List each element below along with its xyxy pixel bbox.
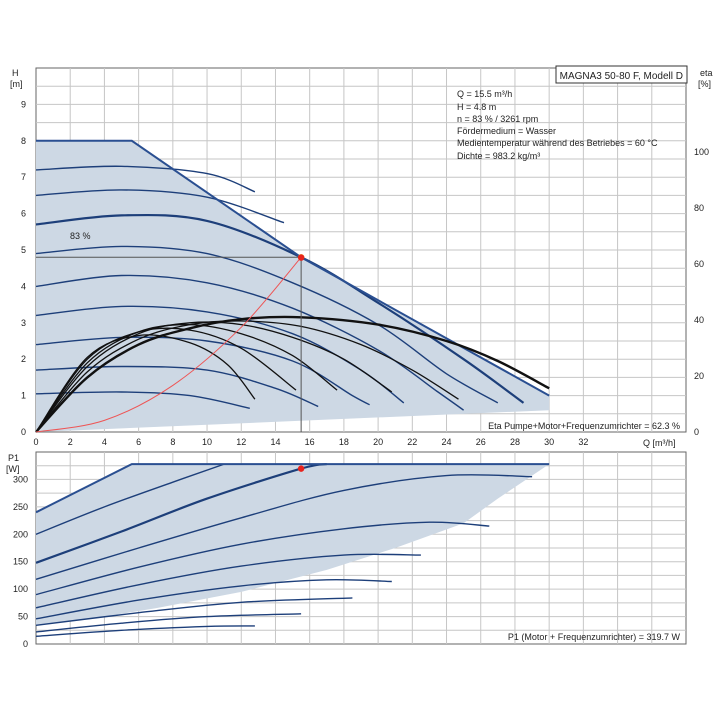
x-tick-label: 30 <box>544 437 554 447</box>
efficiency-curves <box>35 315 550 433</box>
power-curve-speed <box>35 553 421 609</box>
y-tick-label: 2 <box>21 354 26 364</box>
system-curve-group <box>35 256 302 433</box>
p1-tick-label: 300 <box>13 474 28 484</box>
x-tick-label: 12 <box>236 437 246 447</box>
efficiency-curve <box>35 334 256 433</box>
y2-tick-label: 80 <box>694 203 704 213</box>
efficiency-curve <box>35 321 393 433</box>
x-tick-label: 0 <box>33 437 38 447</box>
power-duty-markers <box>297 465 305 472</box>
x-tick-label: 32 <box>578 437 588 447</box>
y-tick-label: 4 <box>21 281 26 291</box>
x-axis-label: Q [m³/h] <box>643 438 676 448</box>
power-curve-panel: 0 50 100 150 200 250 300 P1 [W] P1 (Motor + Fr… <box>6 451 687 649</box>
head-curve-speed <box>35 245 499 404</box>
head-duty-markers <box>36 254 305 432</box>
y-tick-label: 5 <box>21 245 26 255</box>
x-tick-label: 2 <box>68 437 73 447</box>
p1-tick-label: 150 <box>13 557 28 567</box>
power-speed-curves <box>35 463 550 637</box>
x-tick-label: 18 <box>339 437 349 447</box>
y2-tick-label: 100 <box>694 147 709 157</box>
info-line-density: Dichte = 983.2 kg/m³ <box>457 151 540 161</box>
info-line-flow: Q = 15.5 m³/h <box>457 89 512 99</box>
power-curve-speed <box>35 625 255 637</box>
p1-tick-label: 50 <box>18 612 28 622</box>
y2-axis-label: eta <box>700 68 713 78</box>
y-tick-label: 6 <box>21 209 26 219</box>
power-curve-speed <box>35 474 533 580</box>
x-tick-label: 24 <box>442 437 452 447</box>
info-line-temperature: Medientemperatur während des Betriebes =… <box>457 138 658 148</box>
y2-axis-unit: [%] <box>698 79 711 89</box>
y-tick-label: 7 <box>21 172 26 182</box>
y2-tick-label: 60 <box>694 259 704 269</box>
head-max-envelope <box>36 139 550 397</box>
power-note: P1 (Motor + Frequenzumrichter) = 319.7 W <box>508 632 681 642</box>
power-operating-region <box>36 464 550 625</box>
efficiency-curve <box>35 327 297 433</box>
x-tick-label: 26 <box>476 437 486 447</box>
y-axis-label: H <box>12 68 19 78</box>
info-line-head: H = 4.8 m <box>457 102 496 112</box>
operating-region-area <box>36 140 550 433</box>
y-tick-label: 0 <box>21 427 26 437</box>
title-box <box>555 65 688 84</box>
power-curve-speed <box>35 463 225 535</box>
p1-tick-label: 0 <box>23 639 28 649</box>
y2-tick-label: 20 <box>694 371 704 381</box>
y-axis-unit: [m] <box>10 79 23 89</box>
y-tick-label: 1 <box>21 391 26 401</box>
y2-tick-label: 40 <box>694 315 704 325</box>
power-curve-speed <box>35 578 392 620</box>
y2-tick-label: 0 <box>694 427 699 437</box>
x-tick-label: 16 <box>305 437 315 447</box>
efficiency-curve <box>35 323 338 433</box>
efficiency-point-marker <box>297 254 305 261</box>
head-operating-region <box>36 140 550 433</box>
p1-tick-label: 250 <box>13 502 28 512</box>
info-line-medium: Fördermedium = Wasser <box>457 126 556 136</box>
power-curve-speed <box>35 521 490 596</box>
x-tick-label: 8 <box>170 437 175 447</box>
x-tick-label: 20 <box>373 437 383 447</box>
chart-title: MAGNA3 50-80 F, Modell D <box>560 71 683 82</box>
power-curve-speed <box>35 613 302 633</box>
p1-tick-label: 100 <box>13 584 28 594</box>
efficiency-curve-max <box>35 315 550 433</box>
head-curve-speed <box>35 274 465 411</box>
p1-axis-label: P1 <box>8 453 19 463</box>
system-curve <box>35 256 302 433</box>
power-max-envelope <box>35 463 550 514</box>
curve-speed-label: 83 % <box>70 231 91 241</box>
power-curve-speed <box>35 597 353 626</box>
x-tick-label: 22 <box>407 437 417 447</box>
x-tick-label: 6 <box>136 437 141 447</box>
x-tick-label: 28 <box>510 437 520 447</box>
head-curve-speed <box>35 391 250 409</box>
power-region-area <box>36 464 550 625</box>
info-line-speed: n = 83 % / 3261 rpm <box>457 114 538 124</box>
efficiency-curve <box>35 320 459 433</box>
power-axis-ticks: 0 50 100 150 200 250 300 <box>13 474 28 649</box>
power-curve-83-percent <box>35 463 327 564</box>
p1-tick-label: 200 <box>13 529 28 539</box>
head-curve-speed <box>35 189 285 224</box>
y-tick-label: 3 <box>21 318 26 328</box>
efficiency-note: Eta Pumpe+Motor+Frequenzumrichter = 62.3… <box>488 421 680 431</box>
y-tick-label: 9 <box>21 99 26 109</box>
x-tick-label: 4 <box>102 437 107 447</box>
head-curve-speed <box>35 165 256 193</box>
x-tick-label: 10 <box>202 437 212 447</box>
p1-axis-unit: [W] <box>6 464 20 474</box>
y-tick-label: 8 <box>21 136 26 146</box>
head-curve-speed <box>35 365 319 408</box>
power-point-marker <box>297 465 305 472</box>
x-tick-label: 14 <box>270 437 280 447</box>
